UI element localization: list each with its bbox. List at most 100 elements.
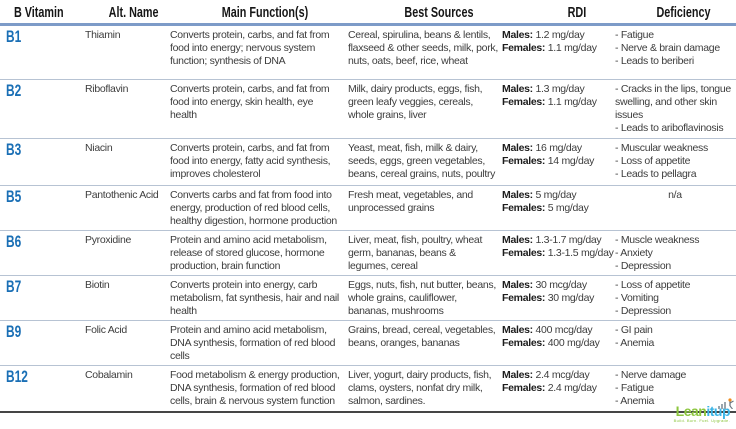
females-label: Females: bbox=[502, 155, 546, 167]
function-cell: Food metabolism & energy production, DNA… bbox=[170, 369, 340, 407]
rdi-males-line: Males: 5 mg/day bbox=[502, 189, 615, 202]
rdi-males-line: Males: 30 mcg/day bbox=[502, 279, 615, 292]
sources-cell: Liver, yogurt, dairy products, fish, cla… bbox=[348, 369, 492, 407]
deficiency-cell: - Nerve damage - Fatigue - Anemia bbox=[615, 369, 736, 409]
sources-cell: Eggs, nuts, fish, nut butter, beans, who… bbox=[348, 279, 496, 317]
col-header-b-vitamin-label: B Vitamin bbox=[14, 4, 64, 21]
females-label: Females: bbox=[502, 96, 546, 108]
deficiency-item: - Anemia bbox=[615, 395, 655, 407]
deficiency-item: - Anemia bbox=[615, 337, 655, 349]
males-value: 2.4 mcg/day bbox=[535, 369, 590, 381]
table-row-b12: B12 Cobalamin Food metabolism & energy p… bbox=[0, 366, 736, 413]
vitamin-id: B7 bbox=[0, 277, 85, 318]
rdi-females-line: Females: 1.1 mg/day bbox=[502, 42, 615, 55]
function-cell: Converts protein into energy, carb metab… bbox=[170, 279, 339, 317]
deficiency-item: - Nerve & brain damage bbox=[615, 42, 720, 54]
sources-cell: Yeast, meat, fish, milk & dairy, seeds, … bbox=[348, 142, 496, 180]
function-cell: Protein and amino acid metabolism, relea… bbox=[170, 234, 327, 272]
rdi-females-line: Females: 30 mg/day bbox=[502, 292, 615, 305]
deficiency-item: - Cracks in the lips, tongue swelling, a… bbox=[615, 83, 731, 121]
males-value: 5 mg/day bbox=[535, 189, 577, 201]
logo-lean-text: Lean bbox=[675, 403, 707, 419]
females-value: 30 mg/day bbox=[547, 292, 595, 304]
females-value: 1.1 mg/day bbox=[547, 42, 597, 54]
col-header-best-sources-label: Best Sources bbox=[404, 4, 474, 21]
males-label: Males: bbox=[502, 324, 533, 336]
deficiency-item: - Nerve damage bbox=[615, 369, 687, 381]
vitamin-id-label: B9 bbox=[6, 322, 22, 341]
deficiency-item: - Vomiting bbox=[615, 292, 659, 304]
rdi-cell: Males: 1.3-1.7 mg/day Females: 1.3-1.5 m… bbox=[502, 234, 615, 273]
rdi-cell: Males: 1.3 mg/day Females: 1.1 mg/day bbox=[502, 83, 615, 136]
vitamin-id: B9 bbox=[0, 322, 85, 363]
deficiency-cell: - Loss of appetite - Vomiting - Depressi… bbox=[615, 279, 736, 318]
sources-cell: Liver, meat, fish, poultry, wheat germ, … bbox=[348, 234, 483, 272]
females-value: 2.4 mg/day bbox=[547, 382, 597, 394]
table-header-row: B Vitamin Alt. Name Main Function(s) Bes… bbox=[0, 0, 736, 26]
rdi-cell: Males: 30 mcg/day Females: 30 mg/day bbox=[502, 279, 615, 318]
females-label: Females: bbox=[502, 292, 546, 304]
rdi-cell: Males: 2.4 mcg/day Females: 2.4 mg/day bbox=[502, 369, 615, 409]
vitamin-id: B2 bbox=[0, 82, 85, 136]
females-label: Females: bbox=[502, 247, 546, 259]
alt-name-cell: Cobalamin bbox=[85, 369, 133, 381]
table-row-b5: B5 Pantothenic Acid Converts carbs and f… bbox=[0, 186, 736, 231]
vitamin-table: B Vitamin Alt. Name Main Function(s) Bes… bbox=[0, 0, 736, 413]
rdi-females-line: Females: 1.3-1.5 mg/day bbox=[502, 247, 615, 260]
females-label: Females: bbox=[502, 382, 546, 394]
function-cell: Converts protein, carbs, and fat from fo… bbox=[170, 142, 331, 180]
males-label: Males: bbox=[502, 29, 533, 41]
col-header-rdi-label: RDI bbox=[567, 4, 586, 21]
deficiency-item: - Muscular weakness bbox=[615, 142, 708, 154]
alt-name-cell: Biotin bbox=[85, 279, 110, 291]
leanitup-logo[interactable]: Leanitup Build. Burn. Fuel. Upgrade. bbox=[673, 398, 734, 423]
alt-name-cell: Folic Acid bbox=[85, 324, 127, 336]
col-header-deficiency-label: Deficiency bbox=[656, 4, 712, 21]
deficiency-item: - GI pain bbox=[615, 324, 653, 336]
males-label: Males: bbox=[502, 189, 533, 201]
alt-name-cell: Niacin bbox=[85, 142, 113, 154]
table-row-b2: B2 Riboflavin Converts protein, carbs, a… bbox=[0, 80, 736, 139]
table-row-b9: B9 Folic Acid Protein and amino acid met… bbox=[0, 321, 736, 366]
deficiency-cell: - GI pain - Anemia bbox=[615, 324, 736, 363]
rdi-males-line: Males: 16 mg/day bbox=[502, 142, 615, 155]
deficiency-item: - Loss of appetite bbox=[615, 279, 691, 291]
rdi-females-line: Females: 5 mg/day bbox=[502, 202, 615, 215]
rdi-cell: Males: 5 mg/day Females: 5 mg/day bbox=[502, 189, 615, 228]
deficiency-item: - Muscle weakness bbox=[615, 234, 700, 246]
females-value: 400 mg/day bbox=[547, 337, 600, 349]
females-label: Females: bbox=[502, 337, 546, 349]
vitamin-id-label: B3 bbox=[6, 140, 22, 159]
logo-tagline: Build. Burn. Fuel. Upgrade. bbox=[673, 418, 730, 423]
deficiency-cell: - Fatigue - Nerve & brain damage - Leads… bbox=[615, 29, 736, 77]
deficiency-cell: - Cracks in the lips, tongue swelling, a… bbox=[615, 83, 736, 136]
males-value: 400 mcg/day bbox=[535, 324, 593, 336]
col-header-deficiency: Deficiency bbox=[633, 4, 736, 21]
sources-cell: Fresh meat, vegetables, and unprocessed … bbox=[348, 189, 473, 214]
alt-name-cell: Pantothenic Acid bbox=[85, 189, 159, 201]
rdi-females-line: Females: 2.4 mg/day bbox=[502, 382, 615, 395]
deficiency-item: - Anxiety bbox=[615, 247, 653, 259]
climbing-figure-icon bbox=[717, 396, 736, 414]
females-label: Females: bbox=[502, 42, 546, 54]
function-cell: Converts protein, carbs, and fat from fo… bbox=[170, 29, 330, 67]
females-label: Females: bbox=[502, 202, 546, 214]
col-header-main-function-label: Main Function(s) bbox=[221, 4, 309, 21]
rdi-females-line: Females: 1.1 mg/day bbox=[502, 96, 615, 109]
deficiency-item: - Depression bbox=[615, 260, 671, 272]
rdi-cell: Males: 16 mg/day Females: 14 mg/day bbox=[502, 142, 615, 183]
rdi-males-line: Males: 1.3-1.7 mg/day bbox=[502, 234, 615, 247]
females-value: 1.3-1.5 mg/day bbox=[547, 247, 614, 259]
col-header-alt-name: Alt. Name bbox=[91, 4, 176, 21]
sources-cell: Cereal, spirulina, beans & lentils, flax… bbox=[348, 29, 498, 67]
deficiency-item: - Fatigue bbox=[615, 382, 654, 394]
alt-name-cell: Pyroxidine bbox=[85, 234, 132, 246]
deficiency-item: - Leads to beriberi bbox=[615, 55, 694, 67]
vitamin-id-label: B7 bbox=[6, 277, 22, 296]
deficiency-item: - Leads to ariboflavinosis bbox=[615, 122, 724, 134]
sources-cell: Milk, dairy products, eggs, fish, green … bbox=[348, 83, 483, 121]
vitamin-id-label: B6 bbox=[6, 232, 22, 251]
rdi-males-line: Males: 1.2 mg/day bbox=[502, 29, 615, 42]
deficiency-cell: - Muscular weakness - Loss of appetite -… bbox=[615, 142, 736, 183]
males-value: 1.2 mg/day bbox=[535, 29, 585, 41]
